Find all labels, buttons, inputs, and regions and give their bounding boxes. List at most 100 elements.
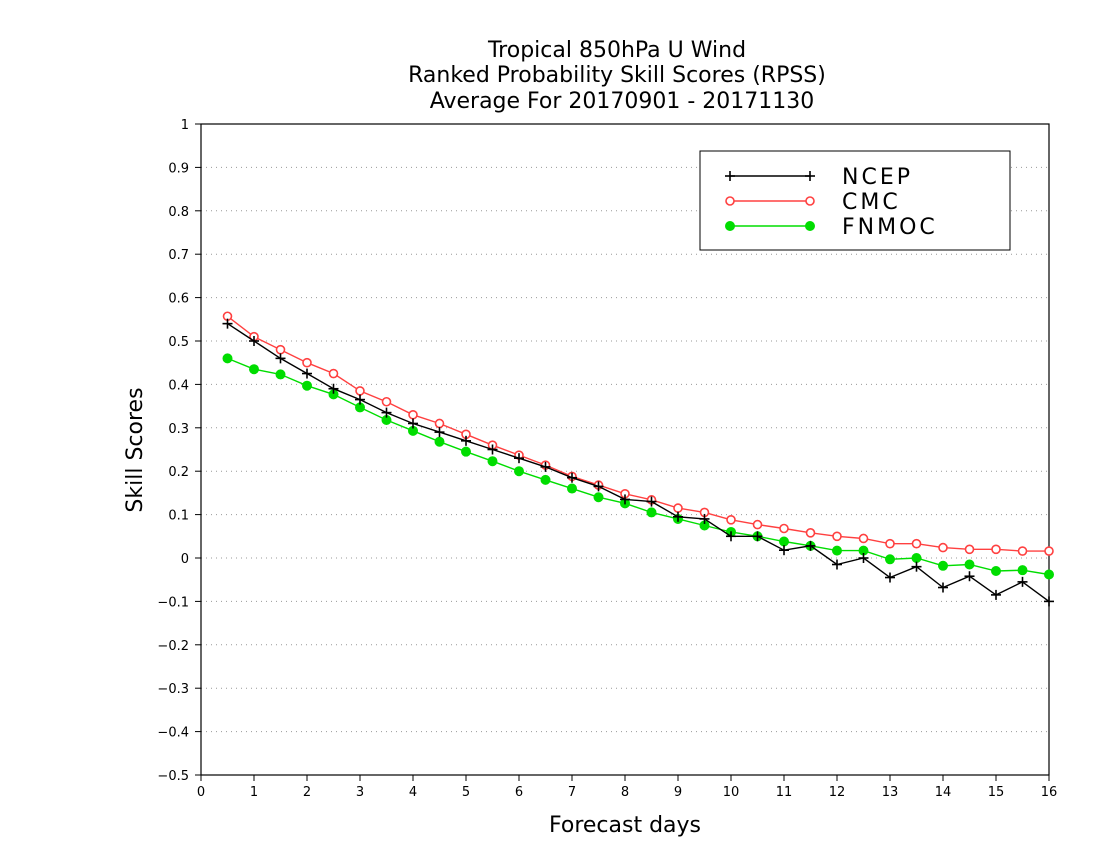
data-point xyxy=(673,511,683,522)
data-point xyxy=(514,453,524,464)
data-point xyxy=(858,553,869,563)
data-point xyxy=(832,559,842,570)
legend-label: CMC xyxy=(842,190,901,215)
data-point xyxy=(911,538,922,549)
x-tick-label: 2 xyxy=(303,785,311,800)
y-tick-label: −0.2 xyxy=(157,639,189,654)
data-point xyxy=(964,571,975,582)
data-point xyxy=(487,456,498,467)
axes: −0.5 −0.4 −0.3 −0.2 −0.1 0 0.1 0.2 0.3 0.4 0.5 0.6 0… xyxy=(157,118,1057,800)
data-point xyxy=(832,531,842,542)
legend-entry-ncep: NCEP xyxy=(725,165,910,190)
data-point xyxy=(461,435,471,446)
y-tick-label: 0.1 xyxy=(168,509,189,524)
data-point xyxy=(885,538,895,549)
data-point xyxy=(302,368,312,379)
data-point xyxy=(249,336,259,346)
data-point xyxy=(567,472,577,483)
data-point xyxy=(275,353,286,364)
data-point xyxy=(779,545,789,556)
data-point xyxy=(752,519,763,530)
data-point xyxy=(1017,576,1028,587)
x-tick-label: 9 xyxy=(674,785,682,800)
data-point xyxy=(408,418,418,429)
data-point xyxy=(381,407,392,418)
data-point xyxy=(1017,565,1028,576)
x-tick-label: 3 xyxy=(356,785,364,800)
data-point xyxy=(725,196,735,206)
data-point xyxy=(302,357,312,368)
data-point xyxy=(805,171,815,181)
data-point xyxy=(673,503,683,513)
plot-frame xyxy=(200,123,1050,776)
series-line xyxy=(227,323,1050,602)
data-point xyxy=(461,446,471,457)
series-cmc xyxy=(222,311,1054,556)
data-point xyxy=(858,533,869,544)
y-tick-label: −0.5 xyxy=(157,769,189,784)
data-point xyxy=(328,383,339,394)
data-point xyxy=(911,561,922,572)
y-tick-label: 0.9 xyxy=(168,161,189,176)
data-point xyxy=(646,496,657,507)
data-point xyxy=(938,542,948,553)
data-point xyxy=(779,536,789,547)
data-point xyxy=(885,572,895,583)
series-ncep xyxy=(222,318,1054,607)
legend-label: FNMOC xyxy=(842,215,938,240)
data-point xyxy=(487,444,498,455)
y-tick-label: 0.5 xyxy=(168,335,189,350)
chart-title-line-2: Ranked Probability Skill Scores (RPSS) xyxy=(408,63,826,88)
x-tick-label: 4 xyxy=(409,785,417,800)
data-point xyxy=(434,436,445,447)
x-tick-label: 0 xyxy=(197,785,205,800)
data-point xyxy=(540,461,551,472)
data-point xyxy=(726,531,736,542)
data-point xyxy=(275,369,286,380)
x-tick-label: 10 xyxy=(723,785,740,800)
data-point xyxy=(938,582,948,593)
series-line xyxy=(227,357,1050,576)
chart-title: Tropical 850hPa U Wind Ranked Probabilit… xyxy=(408,38,826,114)
data-point xyxy=(593,492,604,503)
data-point xyxy=(1017,546,1028,556)
data-point xyxy=(832,545,842,556)
x-tick-label: 11 xyxy=(776,785,793,800)
data-series xyxy=(222,311,1054,607)
x-tick-label: 14 xyxy=(935,785,952,800)
data-point xyxy=(991,544,1001,555)
data-point xyxy=(991,566,1001,577)
y-tick-label: 0.3 xyxy=(168,422,189,437)
data-point xyxy=(540,474,551,485)
data-point xyxy=(805,196,815,206)
data-point xyxy=(938,560,948,571)
x-tick-label: 6 xyxy=(515,785,523,800)
data-point xyxy=(725,221,735,231)
legend-entry-cmc: CMC xyxy=(725,190,901,215)
data-point xyxy=(911,553,922,563)
data-point xyxy=(408,409,418,420)
y-tick-label: 0 xyxy=(181,552,189,567)
data-point xyxy=(275,344,286,355)
data-point xyxy=(779,523,789,534)
x-axis-label: Forecast days xyxy=(549,813,701,838)
data-point xyxy=(593,481,604,492)
data-point xyxy=(434,427,445,438)
data-point xyxy=(434,418,445,429)
y-tick-label: 0.6 xyxy=(168,292,189,307)
data-point xyxy=(567,483,577,494)
y-tick-label: −0.4 xyxy=(157,726,189,741)
legend-entry-fnmoc: FNMOC xyxy=(725,215,938,240)
grid-lines xyxy=(201,166,1049,733)
x-tick-label: 15 xyxy=(988,785,1005,800)
y-tick-label: −0.3 xyxy=(157,682,189,697)
data-point xyxy=(381,396,392,407)
data-point xyxy=(725,171,735,181)
x-tick-label: 13 xyxy=(882,785,899,800)
x-tick-label: 1 xyxy=(250,785,258,800)
data-point xyxy=(964,544,975,555)
y-tick-label: 1 xyxy=(181,118,189,133)
data-point xyxy=(222,318,233,329)
x-tick-label: 12 xyxy=(829,785,846,800)
